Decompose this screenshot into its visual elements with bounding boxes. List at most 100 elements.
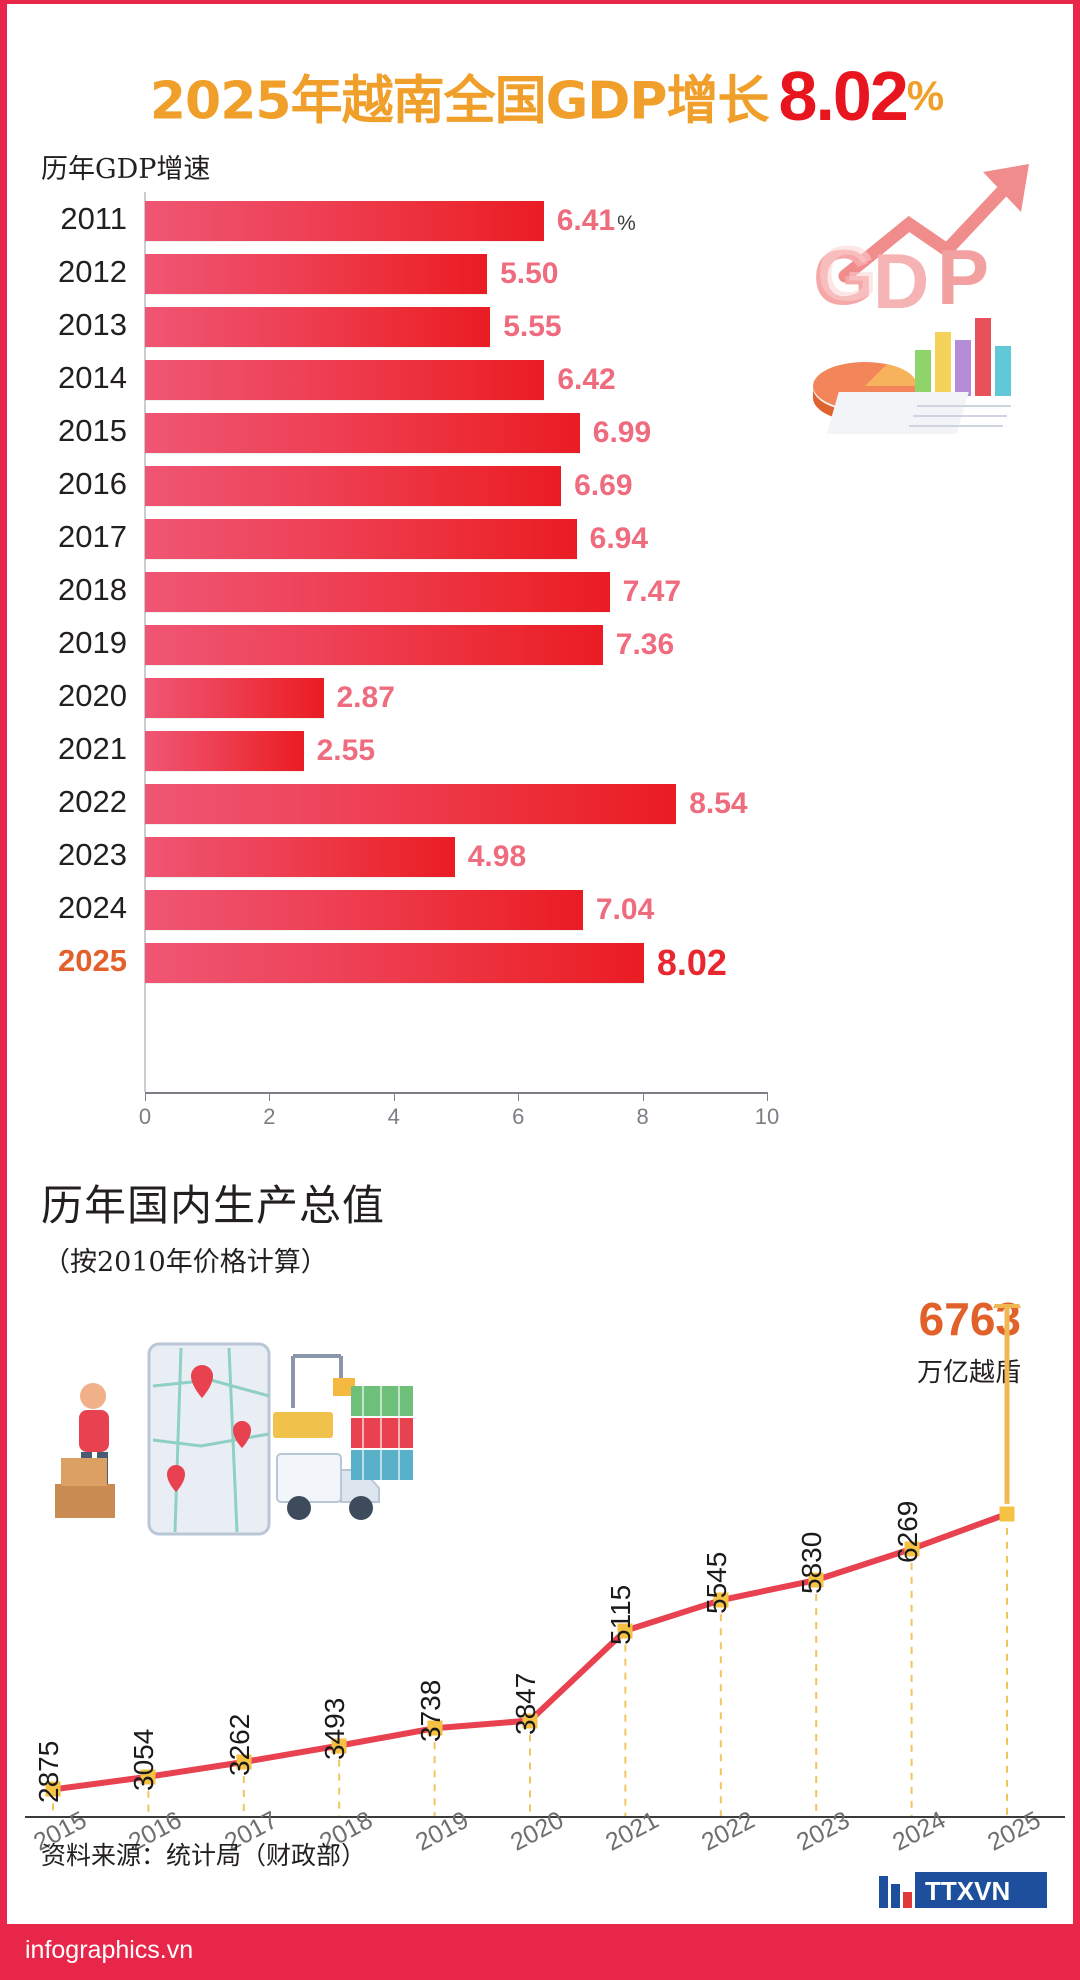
line-chart-marker bbox=[236, 1754, 252, 1770]
bar-chart-row: 2011 6.41% bbox=[7, 192, 807, 245]
line-chart-up-arrow-icon bbox=[993, 1304, 1021, 1504]
bar-row-value-label: 6.99 bbox=[592, 416, 652, 449]
bar-row-year-label: 2019 bbox=[58, 625, 127, 660]
bar-row-track: 4.98 bbox=[145, 828, 767, 881]
chart-illustration-icon bbox=[813, 318, 1011, 434]
page-title-percent: % bbox=[906, 72, 945, 119]
line-chart-value-label: 3262 bbox=[223, 1713, 255, 1776]
map-pin-icon bbox=[167, 1365, 251, 1492]
bar-row-track: 6.69 bbox=[145, 457, 767, 510]
bar-chart-rows: 2011 6.41% 2012 5.50 2013 5.55 2014 6.42 2015 6.9… bbox=[7, 192, 807, 987]
bar-chart-row: 2022 8.54 bbox=[7, 775, 807, 828]
bar-chart-row: 2018 7.47 bbox=[7, 563, 807, 616]
line-chart-svg bbox=[52, 1304, 1021, 1816]
bar-chart-x-tick bbox=[642, 1092, 644, 1101]
bar-row-bar bbox=[145, 837, 455, 877]
svg-text:P: P bbox=[937, 233, 989, 321]
bar-row-bar bbox=[145, 625, 603, 665]
line-chart-marker bbox=[808, 1572, 824, 1588]
gdp-highlight-unit: 万亿越盾 bbox=[916, 1358, 1021, 1388]
section2-subtitle: （按2010年价格计算） bbox=[43, 1247, 328, 1278]
bar-row-track: 5.50 bbox=[145, 245, 767, 298]
bar-chart-x-tick bbox=[145, 1092, 146, 1101]
gdp-illustration: G D P G bbox=[797, 154, 1073, 484]
line-chart-baseline bbox=[25, 1816, 1065, 1818]
gdp-total-line-chart: 2875 3054 3262 3493 3738 3847 5115 5545 5830 6269… bbox=[7, 1304, 1073, 1864]
bar-row-year-label: 2025 bbox=[58, 943, 127, 978]
bar-row-year-label: 2013 bbox=[58, 307, 127, 342]
bar-row-year-label: 2014 bbox=[58, 360, 127, 395]
bar-chart-row: 2019 7.36 bbox=[7, 616, 807, 669]
svg-text:G: G bbox=[813, 233, 874, 321]
ttxvn-logo-text: TTXVN bbox=[925, 1876, 1010, 1906]
bar-chart-row: 2013 5.55 bbox=[7, 298, 807, 351]
bar-unit-suffix: % bbox=[617, 212, 636, 235]
bar-chart-row: 2025 8.02 bbox=[7, 934, 807, 987]
svg-text:D: D bbox=[873, 237, 929, 325]
bar-row-value-label: 6.42 bbox=[557, 363, 616, 396]
bar-row-value-label: 2.87 bbox=[336, 681, 395, 714]
bar-row-value-label: 6.41% bbox=[556, 204, 636, 237]
bar-chart-row: 2015 6.99 bbox=[7, 404, 807, 457]
bar-chart-row: 2012 5.50 bbox=[7, 245, 807, 298]
bar-row-year-label: 2021 bbox=[58, 731, 127, 766]
bar-chart-x-tick-label: 6 bbox=[512, 1104, 525, 1129]
page-title: 2025年越南全国GDP增长 8.02% bbox=[7, 56, 1073, 136]
bar-row-track: 5.55 bbox=[145, 298, 767, 351]
bar-row-value-label: 7.04 bbox=[595, 893, 655, 926]
bar-row-bar bbox=[145, 943, 644, 983]
bar-row-bar bbox=[145, 307, 491, 347]
bar-row-bar bbox=[145, 360, 545, 400]
bar-chart-row: 2016 6.69 bbox=[7, 457, 807, 510]
bar-row-track: 2.55 bbox=[145, 722, 767, 775]
footer-bar: infographics.vn bbox=[7, 1924, 1073, 1976]
bar-row-track: 8.02 bbox=[145, 934, 767, 987]
bar-chart-x-tick bbox=[767, 1092, 768, 1101]
line-chart-value-label: 5115 bbox=[605, 1584, 637, 1645]
bar-row-value-label: 4.98 bbox=[467, 840, 527, 873]
source-note: 资料来源：统计局（财政部） bbox=[41, 1841, 367, 1870]
page-title-prefix: 2025年越南全国GDP增长 bbox=[149, 71, 770, 132]
bar-row-bar bbox=[145, 572, 610, 612]
bar-row-year-label: 2022 bbox=[58, 784, 127, 819]
line-chart-value-label: 5830 bbox=[796, 1531, 828, 1594]
line-chart-marker bbox=[904, 1541, 920, 1557]
line-chart-value-label: 3847 bbox=[510, 1672, 541, 1735]
logistics-illustration bbox=[41, 1334, 441, 1564]
bar-row-track: 6.99 bbox=[145, 404, 767, 457]
bar-row-track: 8.54 bbox=[145, 775, 767, 828]
line-chart-marker bbox=[427, 1720, 443, 1736]
bar-row-value-label: 7.36 bbox=[615, 628, 675, 661]
line-chart-marker bbox=[45, 1781, 61, 1797]
bar-row-value-label: 5.55 bbox=[503, 310, 562, 343]
bar-row-track: 6.42 bbox=[145, 351, 767, 404]
bar-row-track: 2.87 bbox=[145, 669, 767, 722]
bar-row-bar bbox=[145, 466, 562, 506]
bar-row-value-label: 2.55 bbox=[316, 734, 375, 767]
line-chart-value-label: 3054 bbox=[128, 1728, 160, 1791]
bar-row-track: 7.47 bbox=[145, 563, 767, 616]
line-chart-marker bbox=[331, 1738, 347, 1754]
bar-row-bar bbox=[145, 201, 544, 241]
bar-row-year-label: 2015 bbox=[58, 413, 127, 448]
bar-row-year-label: 2018 bbox=[58, 572, 127, 607]
bar-row-year-label: 2011 bbox=[60, 201, 127, 236]
line-chart-value-label: 2875 bbox=[33, 1741, 64, 1804]
bar-row-year-label: 2020 bbox=[58, 678, 127, 713]
bar-row-value-label: 7.47 bbox=[622, 575, 682, 608]
gdp-growth-bar-chart: 2011 6.41% 2012 5.50 2013 5.55 2014 6.42 2015 6.9… bbox=[7, 192, 807, 1129]
bar-row-year-label: 2012 bbox=[58, 254, 127, 289]
bar-chart-x-tick-label: 10 bbox=[754, 1104, 780, 1129]
footer-site-url[interactable]: infographics.vn bbox=[25, 1936, 194, 1964]
bar-row-value-label: 6.69 bbox=[574, 469, 633, 502]
bar-chart-row: 2021 2.55 bbox=[7, 722, 807, 775]
gdp-highlight-value: 6763 bbox=[918, 1293, 1021, 1345]
bar-chart-x-tick-label: 0 bbox=[138, 1104, 152, 1129]
bar-chart-x-tick-label: 8 bbox=[636, 1104, 649, 1129]
bar-row-bar bbox=[145, 413, 580, 453]
bar-row-year-label: 2016 bbox=[58, 466, 127, 501]
gdp-text-icon: G D P G bbox=[813, 229, 989, 325]
svg-text:G: G bbox=[817, 229, 878, 317]
line-chart-marker bbox=[999, 1506, 1015, 1522]
bar-chart-x-tick bbox=[393, 1092, 395, 1101]
